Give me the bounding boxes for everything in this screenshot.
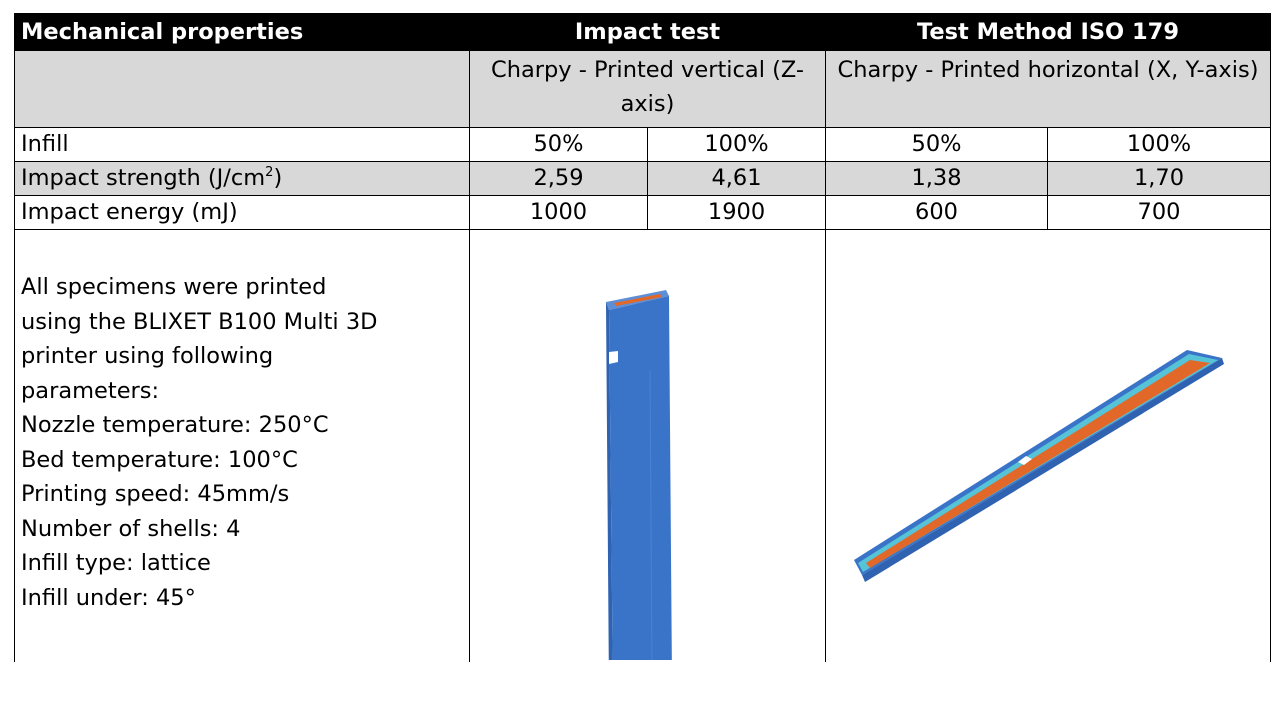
row-label: Infill	[14, 127, 470, 162]
table-cell: 1,70	[1047, 161, 1272, 196]
header-title: Mechanical properties	[14, 13, 470, 51]
table-cell: 1000	[469, 195, 648, 230]
method-row: Charpy - Printed vertical (Z-axis) Charp…	[14, 50, 1272, 128]
method-horizontal: Charpy - Printed horizontal (X, Y-axis)	[825, 50, 1272, 128]
method-blank-cell	[14, 50, 470, 128]
method-vertical: Charpy - Printed vertical (Z-axis)	[468, 50, 827, 128]
horizontal-specimen-image	[854, 350, 1225, 582]
table-cell: 1,38	[825, 161, 1049, 196]
table-cell: 600	[825, 195, 1049, 230]
row-label: Impact strength (J/cm2)	[14, 161, 470, 196]
row-label-end: )	[273, 165, 283, 191]
note-line: printer using following	[21, 343, 274, 369]
horizontal-specimen-cell	[825, 229, 1272, 662]
table-row-impact-strength: Impact strength (J/cm2) 2,59 4,61 1,38 1…	[14, 161, 1272, 196]
note-line: Infill type: lattice	[21, 550, 211, 576]
row-label-superscript: 2	[265, 165, 274, 180]
notes-row: All specimens were printed using the BLI…	[14, 229, 1272, 662]
note-line: parameters:	[21, 377, 160, 404]
vertical-specimen-image	[606, 290, 672, 660]
print-parameters-cell: All specimens were printed using the BLI…	[14, 229, 470, 662]
table-cell: 100%	[646, 127, 827, 162]
table-cell: 700	[1047, 195, 1272, 230]
table-row-infill: Infill 50% 100% 50% 100%	[14, 127, 1272, 162]
note-line: Infill under: 45°	[21, 584, 196, 611]
row-label: Impact energy (mJ)	[14, 195, 470, 230]
table-cell: 100%	[1047, 127, 1272, 162]
table-row-impact-energy: Impact energy (mJ) 1000 1900 600 700	[14, 195, 1272, 230]
row-label-text: Impact strength (J/cm	[21, 165, 266, 191]
properties-sheet: Mechanical properties Impact test Test M…	[14, 13, 1272, 662]
print-parameters: All specimens were printed using the BLI…	[21, 230, 441, 615]
table-cell: 4,61	[646, 161, 827, 196]
note-line: using the BLIXET B100 Multi 3D	[21, 308, 378, 335]
table-cell: 50%	[825, 127, 1049, 162]
note-line: Number of shells: 4	[21, 515, 241, 542]
table-cell: 2,59	[469, 161, 648, 196]
impact-test-table: Mechanical properties Impact test Test M…	[14, 13, 1272, 662]
vertical-specimen-cell	[468, 229, 827, 662]
note-line: Nozzle temperature: 250°C	[21, 412, 329, 438]
table-cell: 1900	[646, 195, 827, 230]
table-header-row: Mechanical properties Impact test Test M…	[14, 13, 1272, 51]
note-line: All specimens were printed	[21, 274, 327, 300]
header-method: Test Method ISO 179	[825, 13, 1272, 51]
note-line: Printing speed: 45mm/s	[21, 481, 290, 507]
table-cell: 50%	[469, 127, 648, 162]
header-test: Impact test	[468, 13, 827, 51]
note-line: Bed temperature: 100°C	[21, 446, 298, 473]
